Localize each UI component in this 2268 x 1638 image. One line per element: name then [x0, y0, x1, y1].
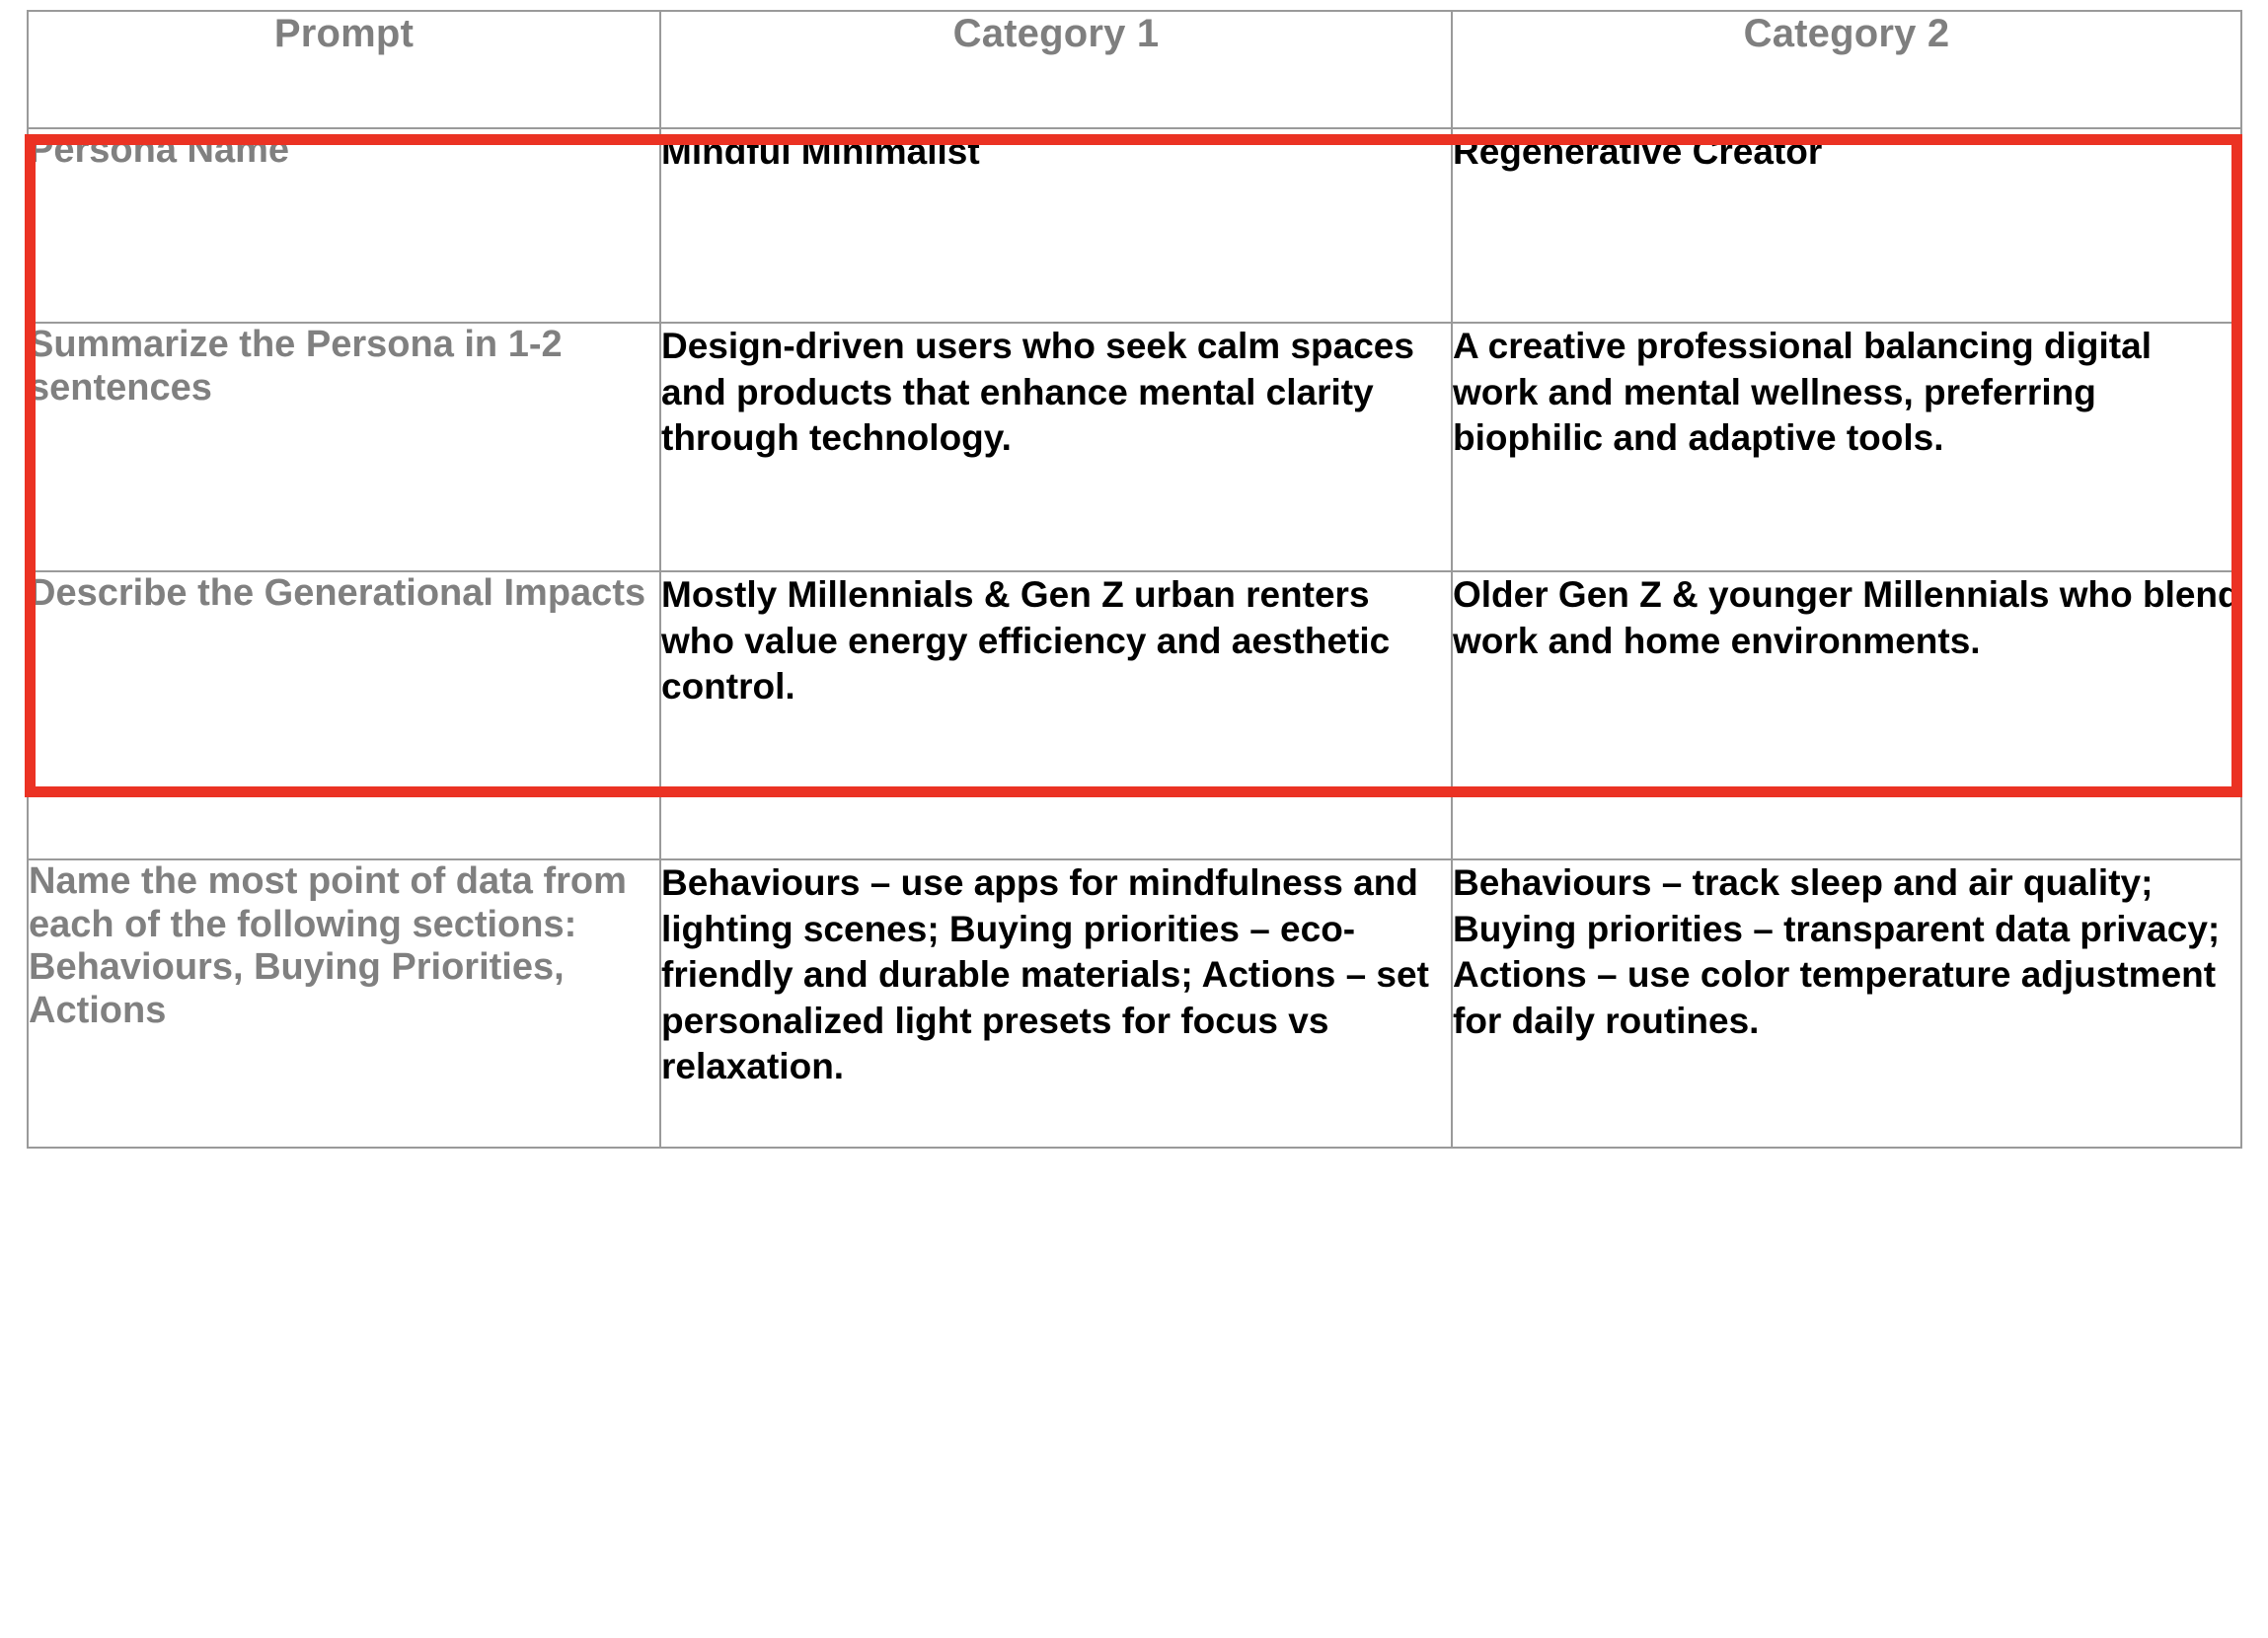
prompt-text: Summarize the Persona in 1-2 sentences [29, 324, 563, 409]
column-header-category-2: Category 2 [1451, 10, 2242, 129]
category-2-cell: Behaviours – track sleep and air quality… [1451, 858, 2242, 1149]
category-1-text: Mindful Minimalist [661, 131, 980, 172]
table-row: Persona Name Mindful Minimalist Regenera… [27, 127, 2242, 324]
column-header-prompt-label: Prompt [273, 12, 415, 55]
category-1-cell: Mostly Millennials & Gen Z urban renters… [659, 570, 1453, 860]
table-header: Prompt Category 1 Category 2 [27, 10, 2242, 129]
category-1-cell: Mindful Minimalist [659, 127, 1453, 324]
table-row: Summarize the Persona in 1-2 sentences D… [27, 322, 2242, 572]
category-2-cell: A creative professional balancing digita… [1451, 322, 2242, 572]
prompt-text: Name the most point of data from each of… [29, 860, 627, 1032]
category-1-cell: Design-driven users who seek calm spaces… [659, 322, 1453, 572]
column-header-category-2-label: Category 2 [1743, 12, 1950, 55]
category-1-text: Design-driven users who seek calm spaces… [661, 326, 1414, 459]
category-2-text: Regenerative Creator [1453, 131, 1823, 172]
column-header-category-1: Category 1 [659, 10, 1453, 129]
prompt-cell: Summarize the Persona in 1-2 sentences [27, 322, 661, 572]
column-header-category-1-label: Category 1 [952, 12, 1160, 55]
prompt-text: Describe the Generational Impacts [29, 572, 646, 614]
prompt-text: Persona Name [29, 129, 290, 171]
table-row: Name the most point of data from each of… [27, 858, 2242, 1149]
category-2-text: A creative professional balancing digita… [1453, 326, 2152, 459]
prompt-cell: Name the most point of data from each of… [27, 858, 661, 1149]
persona-table-container: Prompt Category 1 Category 2 Persona Nam… [27, 10, 2242, 1606]
category-1-cell: Behaviours – use apps for mindfulness an… [659, 858, 1453, 1149]
persona-comparison-table: Prompt Category 1 Category 2 Persona Nam… [27, 10, 2242, 1149]
category-1-text: Behaviours – use apps for mindfulness an… [661, 862, 1429, 1087]
prompt-cell: Describe the Generational Impacts [27, 570, 661, 860]
prompt-cell: Persona Name [27, 127, 661, 324]
category-2-text: Older Gen Z & younger Millennials who bl… [1453, 574, 2240, 661]
table-header-row: Prompt Category 1 Category 2 [27, 10, 2242, 129]
category-1-text: Mostly Millennials & Gen Z urban renters… [661, 574, 1391, 707]
category-2-text: Behaviours – track sleep and air quality… [1453, 862, 2221, 1041]
table-row: Describe the Generational Impacts Mostly… [27, 570, 2242, 860]
category-2-cell: Older Gen Z & younger Millennials who bl… [1451, 570, 2242, 860]
table-body: Persona Name Mindful Minimalist Regenera… [27, 127, 2242, 1149]
category-2-cell: Regenerative Creator [1451, 127, 2242, 324]
column-header-prompt: Prompt [27, 10, 661, 129]
